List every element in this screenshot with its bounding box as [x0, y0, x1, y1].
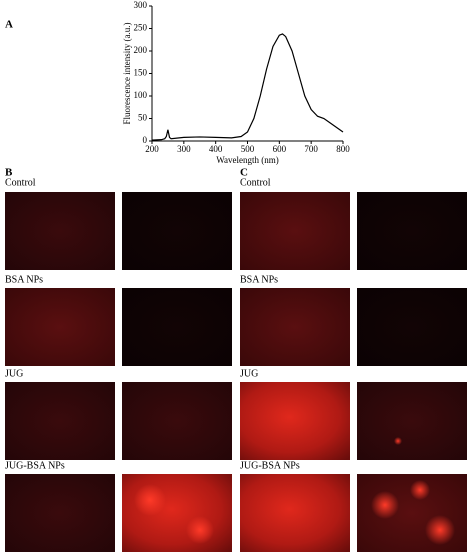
row-label: BSA NPs — [5, 274, 43, 285]
micrograph — [240, 192, 350, 270]
micrograph — [5, 474, 115, 552]
y-tick-label: 150 — [134, 68, 148, 78]
micrograph — [5, 288, 115, 366]
x-tick-label: 600 — [273, 144, 287, 154]
fluorescent-spot — [425, 515, 455, 545]
micrograph — [122, 192, 232, 270]
y-axis-label: Fluorescence intensity (a.u.) — [122, 23, 132, 125]
micrograph — [122, 288, 232, 366]
plot: 0 50 100 150 200 250 300 200 300 400 500 600 700 800 W… — [122, 0, 350, 165]
panel-label: B — [5, 167, 13, 179]
x-tick-label: 200 — [145, 144, 159, 154]
micrograph — [122, 474, 232, 552]
y-tick-label: 0 — [143, 135, 148, 145]
x-axis-label: Wavelength (nm) — [216, 155, 279, 165]
row-label: JUG — [5, 368, 23, 379]
y-tick-label: 100 — [134, 90, 148, 100]
x-tick-label: 800 — [336, 144, 350, 154]
panel-label: C — [240, 167, 248, 179]
row-label: BSA NPs — [240, 274, 278, 285]
panel-label: A — [5, 19, 13, 31]
fluorescent-spot — [394, 437, 402, 445]
micrograph — [240, 288, 350, 366]
y-tick-label: 50 — [138, 113, 148, 123]
y-tick-label: 300 — [134, 0, 148, 10]
data-line — [151, 33, 344, 141]
row-label: JUG-BSA NPs — [240, 460, 300, 471]
fluorescent-spot — [134, 484, 166, 516]
fluorescent-spot — [410, 480, 430, 500]
row-label: Control — [5, 177, 36, 188]
micrographs — [5, 192, 467, 552]
micrograph — [5, 382, 115, 460]
micrograph — [240, 382, 350, 460]
micrograph — [240, 474, 350, 552]
micrograph — [357, 382, 467, 460]
micrograph — [357, 192, 467, 270]
x-tick-label: 300 — [177, 144, 191, 154]
row-label: Control — [240, 177, 271, 188]
y-tick-label: 250 — [134, 23, 148, 33]
row-label: JUG-BSA NPs — [5, 460, 65, 471]
micrograph — [5, 192, 115, 270]
x-tick-label: 700 — [304, 144, 318, 154]
y-tick-label: 200 — [134, 45, 148, 55]
micrograph — [357, 288, 467, 366]
row-label: JUG — [240, 368, 258, 379]
micrograph — [122, 382, 232, 460]
fluorescent-spot — [186, 516, 214, 544]
x-tick-label: 400 — [209, 144, 223, 154]
fluorescent-spot — [371, 491, 399, 519]
x-tick-label: 500 — [241, 144, 255, 154]
